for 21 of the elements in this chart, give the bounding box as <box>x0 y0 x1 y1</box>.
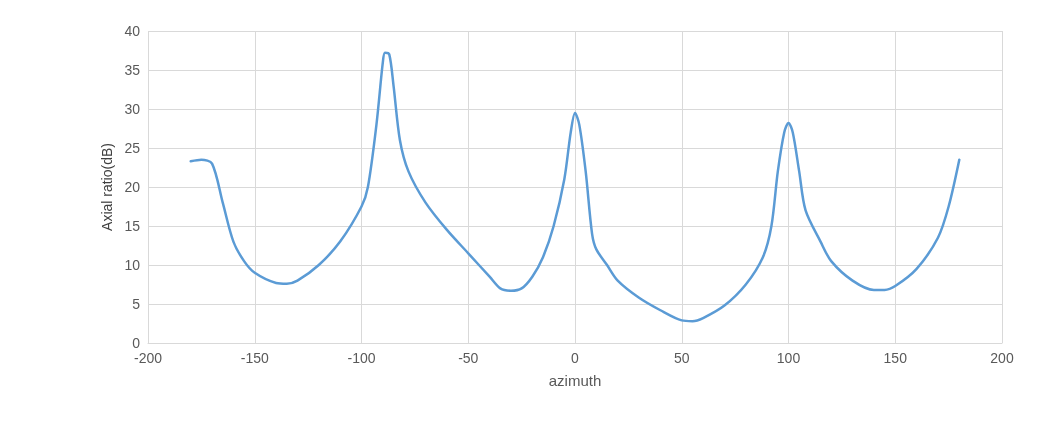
x-tick-label: -200 <box>133 350 163 366</box>
y-tick-label: 25 <box>124 140 141 156</box>
x-tick-label: -50 <box>458 350 479 366</box>
x-tick-label: 150 <box>883 350 908 366</box>
x-tick-label: -150 <box>240 350 269 366</box>
y-tick-label: 35 <box>124 62 141 78</box>
x-tick-label: 50 <box>673 350 690 366</box>
y-tick-label: 40 <box>124 23 141 39</box>
y-tick-label: 5 <box>132 296 141 312</box>
y-tick-label: 0 <box>132 335 141 351</box>
x-tick-label: -100 <box>347 350 376 366</box>
y-tick-label: 10 <box>124 257 141 273</box>
y-axis-title: Axial ratio(dB) <box>98 143 115 231</box>
y-tick-label: 15 <box>124 218 141 234</box>
x-tick-label: 200 <box>990 350 1014 366</box>
line-series <box>189 51 961 323</box>
x-tick-label: 0 <box>571 350 580 366</box>
y-tick-label: 30 <box>124 101 141 117</box>
y-tick-label: 20 <box>124 179 141 195</box>
x-tick-label: 100 <box>776 350 801 366</box>
x-axis-title: azimuth <box>548 372 602 389</box>
